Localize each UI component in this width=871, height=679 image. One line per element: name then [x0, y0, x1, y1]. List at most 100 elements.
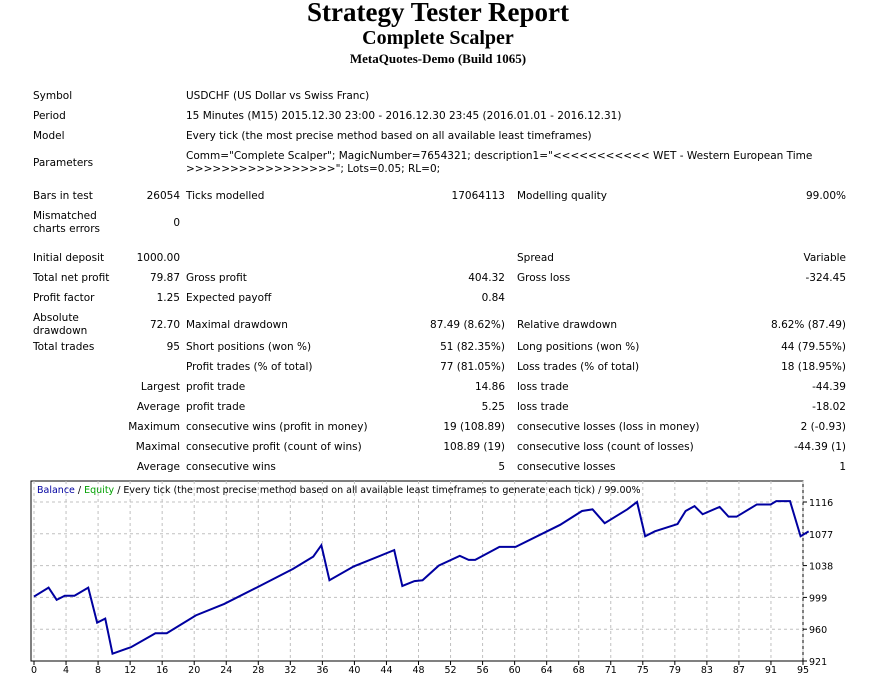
stat-label: profit trade: [186, 381, 246, 393]
expert-name: Complete Scalper: [362, 27, 514, 49]
trade-stats-row: Maximum consecutive wins (profit in money…: [30, 421, 849, 434]
stats-row: Absolute drawdown 72.70 Maximal drawdown 87…: [30, 312, 849, 338]
plot-frame: [30, 480, 804, 662]
trade-stats-row: Average consecutive wins 5 consecutive loss…: [30, 461, 849, 474]
x-tick-label: 75: [637, 665, 649, 676]
chart-legend: Balance / Equity / Every tick (the most …: [37, 485, 641, 496]
stat-label: consecutive losses (loss in money): [517, 421, 700, 433]
stat-label: consecutive profit (count of wins): [186, 441, 362, 453]
x-tick-label: 60: [509, 665, 521, 676]
stat-label: loss trade: [517, 381, 569, 393]
x-tick-label: 28: [252, 665, 264, 676]
info-value: USDCHF (US Dollar vs Swiss Franc): [186, 90, 370, 102]
legend-balance: Balance: [37, 485, 75, 496]
trade-stats-row: Average profit trade 5.25 loss trade -18.02: [30, 401, 849, 414]
x-tick-label: 71: [605, 665, 617, 676]
stat-value: 51 (82.35%): [440, 341, 505, 353]
x-tick-label: 64: [541, 665, 553, 676]
x-tick-label: 12: [124, 665, 136, 676]
stat-value: 44 (79.55%): [781, 341, 846, 353]
stat-label: Profit trades (% of total): [186, 361, 313, 373]
stat-label: consecutive wins: [186, 461, 276, 473]
stat-value: 95: [166, 341, 180, 353]
x-tick-label: 16: [156, 665, 168, 676]
stat-label: Absolute drawdown: [33, 312, 88, 337]
stat-label: Bars in test: [33, 190, 93, 202]
x-tick-label: 56: [477, 665, 489, 676]
stat-value: 99.00%: [805, 190, 846, 202]
x-tick-label: 83: [701, 665, 713, 676]
x-tick-label: 24: [220, 665, 232, 676]
stat-value: -44.39: [812, 381, 846, 393]
x-tick-label: 44: [380, 665, 392, 676]
stat-value: 108.89 (19): [443, 441, 505, 453]
stat-value: 0.84: [481, 292, 505, 304]
stat-label: Long positions (won %): [517, 341, 640, 353]
stat-label: consecutive wins (profit in money): [186, 421, 368, 433]
stat-value: 1.25: [156, 292, 180, 304]
stat-label: Total net profit: [33, 272, 110, 284]
info-row: Model Every tick (the most precise method…: [30, 130, 849, 143]
y-tick-label: 1038: [809, 562, 833, 573]
legend-equity: Equity: [84, 485, 115, 496]
stat-value: 17064113: [451, 190, 505, 202]
trade-stats-row: Maximal consecutive profit (count of wins…: [30, 441, 849, 454]
x-tick-label: 4: [63, 665, 69, 676]
x-tick-label: 68: [573, 665, 585, 676]
stat-value: 5: [498, 461, 505, 473]
stat-value: 77 (81.05%): [440, 361, 505, 373]
y-tick-label: 960: [809, 625, 827, 636]
stat-label: Gross profit: [186, 272, 247, 284]
stat-value: 26054: [146, 190, 180, 202]
stat-value: 87.49 (8.62%): [430, 318, 505, 331]
balance-line: [33, 500, 810, 655]
stat-value: 1000.00: [136, 252, 180, 264]
x-tick-label: 40: [348, 665, 360, 676]
stat-value: 72.70: [149, 318, 180, 331]
stat-value: 79.87: [149, 272, 180, 284]
info-value: Comm="Complete Scalper"; MagicNumber=765…: [186, 150, 813, 175]
x-tick-label: 0: [31, 665, 37, 676]
stat-label: Ticks modelled: [186, 190, 265, 202]
stat-label: profit trade: [186, 401, 246, 413]
x-tick-label: 87: [733, 665, 745, 676]
stat-value: -18.02: [812, 401, 846, 413]
stat-label: Initial deposit: [33, 252, 105, 264]
info-row: Period 15 Minutes (M15) 2015.12.30 23:00 …: [30, 110, 849, 123]
stat-label: Loss trades (% of total): [517, 361, 640, 373]
y-tick-label: 1116: [809, 498, 833, 509]
stat-value: 19 (108.89): [443, 421, 505, 433]
stat-value: 0: [173, 216, 180, 229]
stat-value: 18 (18.95%): [781, 361, 846, 373]
stat-label: Profit factor: [33, 292, 95, 304]
info-label: Parameters: [33, 156, 94, 169]
x-tick-label: 48: [412, 665, 424, 676]
stat-group: Largest: [140, 381, 180, 393]
stat-label: Relative drawdown: [517, 318, 618, 331]
y-tick-label: 999: [809, 593, 827, 604]
stat-label: Expected payoff: [186, 292, 272, 304]
stat-value: -44.39 (1): [793, 441, 846, 453]
stats-row: Profit factor 1.25 Expected payoff 0.84: [30, 292, 849, 305]
stat-label: Maximal drawdown: [186, 318, 288, 331]
y-tick-label: 921: [809, 657, 827, 668]
info-label: Period: [33, 110, 66, 122]
x-tick-label: 91: [765, 665, 777, 676]
info-value: 15 Minutes (M15) 2015.12.30 23:00 - 2016…: [186, 110, 622, 122]
stat-value: 404.32: [468, 272, 505, 284]
info-label: Symbol: [33, 90, 73, 102]
x-tick-label: 32: [284, 665, 296, 676]
stat-value: 2 (-0.93): [800, 421, 846, 433]
stat-value: Variable: [803, 252, 846, 264]
stat-label: Mismatched charts errors: [33, 210, 100, 235]
info-label: Model: [33, 130, 65, 142]
stat-label: consecutive loss (count of losses): [517, 441, 694, 453]
stat-value: 14.86: [474, 381, 505, 393]
x-tick-label: 36: [316, 665, 328, 676]
stat-label: Gross loss: [517, 272, 571, 284]
stats-row: Total trades 95 Short positions (won %) 51 …: [30, 341, 849, 354]
stat-value: 8.62% (87.49): [771, 318, 846, 331]
x-tick-label: 79: [669, 665, 681, 676]
trade-stats-row: Profit trades (% of total) 77 (81.05%) Los…: [30, 361, 849, 374]
legend-description: / Every tick (the most precise method ba…: [114, 485, 641, 496]
